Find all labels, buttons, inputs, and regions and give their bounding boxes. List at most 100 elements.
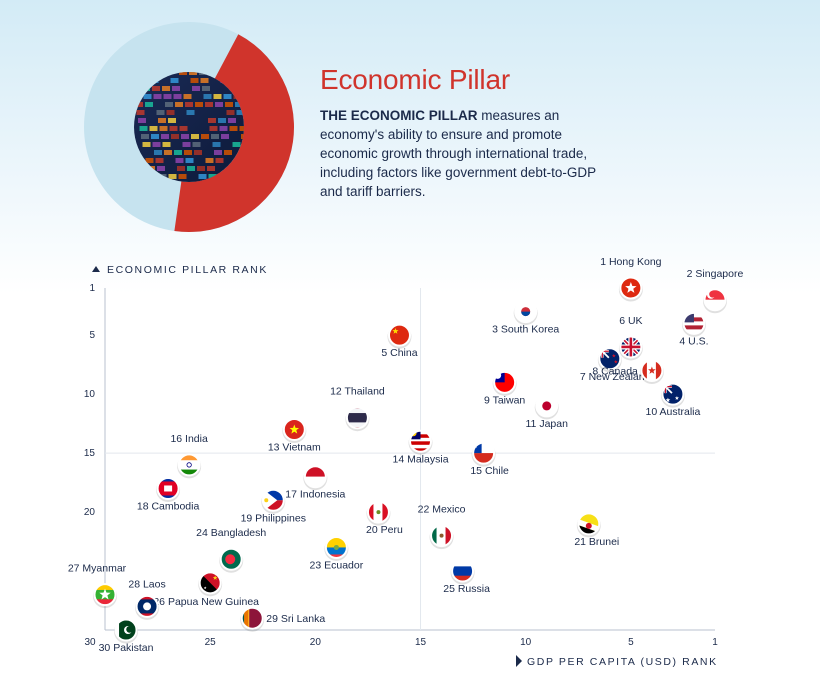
point-label: 22 Mexico xyxy=(418,504,466,516)
flag-rim xyxy=(598,347,622,371)
point-label: 23 Ecuador xyxy=(310,559,364,571)
description-lead: THE ECONOMIC PILLAR xyxy=(320,108,478,123)
flag-marker xyxy=(135,594,160,620)
flag-rim xyxy=(219,547,243,571)
sri-lanka-flag xyxy=(241,607,263,629)
flag-marker xyxy=(534,394,559,420)
point-label: 10 Australia xyxy=(645,406,700,418)
x-axis-label: GDP PER CAPITA (USD) RANK xyxy=(527,656,718,668)
russia-flag xyxy=(452,560,474,582)
flag-marker xyxy=(703,288,727,314)
y-tick-label: 5 xyxy=(89,330,95,341)
flag-rim xyxy=(619,335,643,359)
flag-marker xyxy=(639,359,664,385)
pillar-donut-graphic xyxy=(84,22,294,232)
flag-rim xyxy=(493,370,517,394)
point-label: 9 Taiwan xyxy=(484,394,525,406)
x-tick-label: 10 xyxy=(520,637,532,648)
pakistan-flag xyxy=(115,619,137,641)
flag-marker xyxy=(513,300,538,326)
flag-marker xyxy=(618,276,643,302)
flag-rim xyxy=(451,559,475,583)
flag-rim xyxy=(324,535,348,559)
flag-rim xyxy=(114,618,138,642)
x-tick-label: 20 xyxy=(310,637,322,648)
flag-rim xyxy=(640,359,664,383)
flag-rim xyxy=(261,488,285,512)
flag-marker xyxy=(324,535,349,561)
point-label: 5 China xyxy=(381,347,417,359)
donut-highlight-segment xyxy=(174,34,294,232)
point-label: 16 India xyxy=(170,433,208,445)
flag-marker xyxy=(177,453,202,479)
flag-rim xyxy=(472,441,496,465)
laos-flag xyxy=(136,595,158,617)
flag-marker xyxy=(282,418,307,444)
point-label: 17 Indonesia xyxy=(285,489,345,501)
flag-rim xyxy=(661,382,685,406)
canada-flag xyxy=(641,360,663,382)
indonesia-flag xyxy=(304,466,326,488)
flag-rim xyxy=(198,571,222,595)
x-tick-label: 15 xyxy=(415,637,427,648)
point-label: 15 Chile xyxy=(470,465,509,477)
flag-rim xyxy=(703,288,727,312)
point-label: 27 Myanmar xyxy=(68,563,127,575)
flag-marker xyxy=(240,606,265,632)
point-label: 24 Bangladesh xyxy=(196,527,266,539)
flag-marker xyxy=(219,547,244,573)
point-label: 26 Papua New Guinea xyxy=(153,596,259,608)
flag-rim xyxy=(619,276,643,300)
flag-marker xyxy=(450,559,475,585)
x-tick-label: 1 xyxy=(712,637,718,648)
point-label: 4 U.S. xyxy=(679,335,708,347)
brunei-flag xyxy=(578,513,600,535)
flag-marker xyxy=(198,571,223,597)
flag-rim xyxy=(577,512,601,536)
flag-rim xyxy=(135,594,159,618)
point-label: 13 Vietnam xyxy=(268,442,321,454)
point-label: 30 Pakistan xyxy=(99,642,154,654)
point-label: 29 Sri Lanka xyxy=(266,613,325,625)
flag-marker xyxy=(471,441,496,467)
point-label: 14 Malaysia xyxy=(393,453,449,465)
y-tick-label: 10 xyxy=(84,389,96,400)
flag-rim xyxy=(345,406,369,430)
scatter-chart: ECONOMIC PILLAR RANK GDP PER CAPITA (USD)… xyxy=(68,256,744,668)
flag-marker xyxy=(597,347,622,373)
x-tick-label: 5 xyxy=(628,637,634,648)
point-label: 25 Russia xyxy=(443,583,490,595)
singapore-flag xyxy=(704,289,726,311)
flag-marker xyxy=(345,406,370,432)
chart-points: 1 Hong Kong 2 Singapore 3 South Korea 4 U.S… xyxy=(68,256,744,654)
point-label: 8 Canada xyxy=(592,366,638,378)
flag-rim xyxy=(430,524,454,548)
flag-marker xyxy=(303,465,328,491)
flag-marker xyxy=(408,429,433,455)
x-axis-arrow-icon xyxy=(516,655,522,667)
flag-marker xyxy=(387,323,412,349)
x-tick-label: 30 xyxy=(84,637,96,648)
flag-marker xyxy=(660,382,685,408)
header: Economic Pillar THE ECONOMIC PILLAR meas… xyxy=(0,0,820,250)
vietnam-flag xyxy=(283,419,305,441)
page-title: Economic Pillar xyxy=(320,64,510,95)
ecuador-flag xyxy=(325,536,347,558)
y-axis-arrow-icon xyxy=(92,266,100,272)
flag-rim xyxy=(177,453,201,477)
point-label: 7 New Zealand xyxy=(580,371,651,383)
flag-marker xyxy=(576,512,601,538)
point-label: 12 Thailand xyxy=(330,386,385,398)
point-label: 19 Philippines xyxy=(241,512,306,524)
point-label: 3 South Korea xyxy=(492,324,559,336)
flag-marker xyxy=(261,488,286,514)
mexico-flag xyxy=(431,525,453,547)
flag-rim xyxy=(535,394,559,418)
point-label: 18 Cambodia xyxy=(137,500,200,512)
y-tick-label: 15 xyxy=(84,448,96,459)
y-tick-label: 20 xyxy=(84,507,96,518)
point-label: 20 Peru xyxy=(366,524,403,536)
point-label: 21 Brunei xyxy=(574,536,619,548)
flag-marker xyxy=(93,583,117,609)
japan-flag xyxy=(536,395,558,417)
